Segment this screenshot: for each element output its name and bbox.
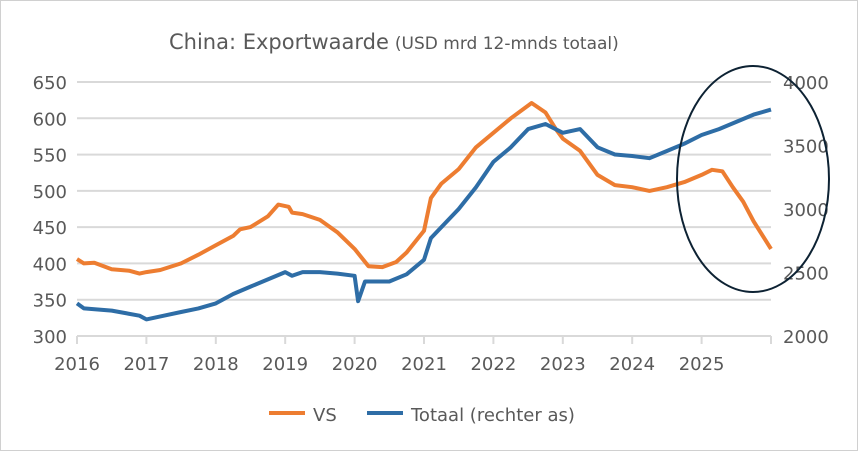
left-tick-label: 600 xyxy=(33,109,67,130)
right-tick-label: 2000 xyxy=(783,327,829,348)
x-tick-label: 2018 xyxy=(193,354,239,375)
highlight-ellipse xyxy=(676,65,830,293)
left-axis-ticks: 300 350 400 450 500 550 600 650 xyxy=(33,73,67,348)
left-tick-label: 350 xyxy=(33,291,67,312)
left-tick-label: 550 xyxy=(33,146,67,167)
right-tick-label: 2500 xyxy=(783,264,829,285)
right-axis-ticks: 2000 2500 3000 3500 4000 xyxy=(783,73,829,348)
x-tick-label: 2025 xyxy=(679,354,725,375)
legend-label-vs: VS xyxy=(313,405,337,426)
chart-title: China: Exportwaarde (USD mrd 12-mnds tota… xyxy=(169,30,619,54)
series-line-totaal xyxy=(75,107,772,322)
left-tick-label: 450 xyxy=(33,218,67,239)
x-tick-label: 2017 xyxy=(123,354,169,375)
x-tick-label: 2019 xyxy=(262,354,308,375)
x-tick-label: 2024 xyxy=(609,354,655,375)
gridlines xyxy=(77,81,771,337)
chart-subtitle: (USD mrd 12-mnds totaal) xyxy=(395,34,619,54)
x-axis-ticks: 2016 2017 2018 2019 2020 2021 2022 2023 2024 2025 xyxy=(54,336,772,375)
left-tick-label: 300 xyxy=(33,327,67,348)
x-tick-label: 2021 xyxy=(401,354,447,375)
series-lines xyxy=(75,101,773,322)
chart-title-main: China: Exportwaarde xyxy=(169,30,389,54)
x-tick-label: 2023 xyxy=(540,354,586,375)
left-tick-label: 400 xyxy=(33,254,67,275)
x-tick-label: 2020 xyxy=(332,354,378,375)
x-tick-label: 2022 xyxy=(470,354,516,375)
left-tick-label: 500 xyxy=(33,182,67,203)
right-tick-label: 4000 xyxy=(783,73,829,94)
legend-label-totaal: Totaal (rechter as) xyxy=(410,405,575,426)
x-tick-label: 2016 xyxy=(54,354,100,375)
series-line-vs xyxy=(75,101,773,276)
right-tick-label: 3000 xyxy=(783,200,829,221)
right-tick-label: 3500 xyxy=(783,137,829,158)
legend: VS Totaal (rechter as) xyxy=(269,405,575,426)
left-tick-label: 650 xyxy=(33,73,67,94)
